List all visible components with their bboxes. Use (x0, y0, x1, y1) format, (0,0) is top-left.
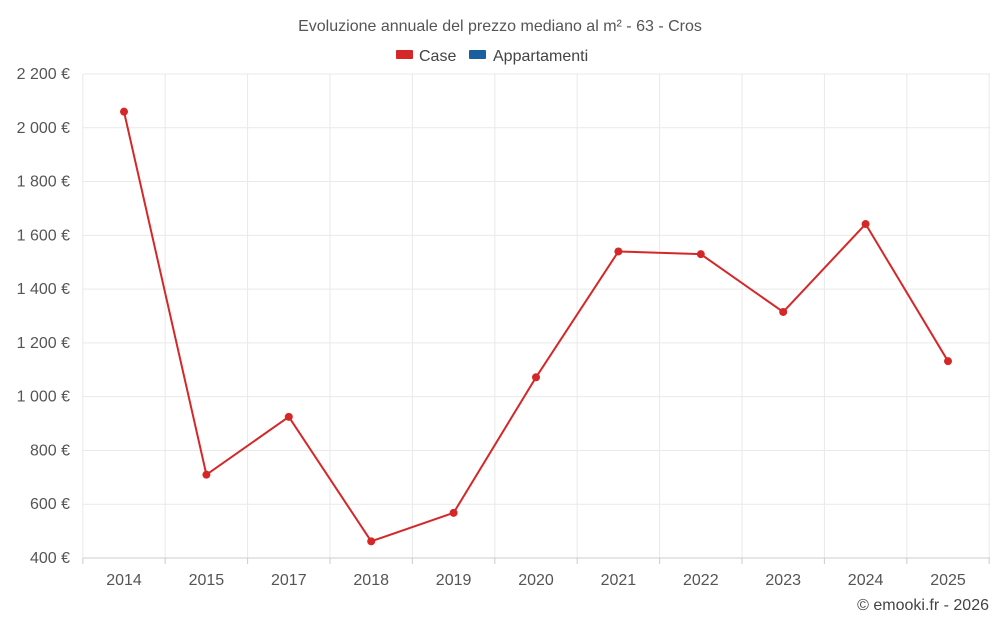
y-axis: 400 € 600 € 800 € 1 000 € 1 200 € 1 400 € 1 60… (17, 66, 70, 567)
x-tick-label: 2018 (353, 572, 389, 589)
y-tick-label: 1 600 € (17, 227, 70, 244)
data-point[interactable] (120, 107, 128, 116)
data-point[interactable] (284, 412, 293, 421)
data-point[interactable] (202, 470, 211, 479)
y-tick-label: 2 200 € (17, 66, 70, 83)
y-tick-label: 1 800 € (17, 174, 70, 191)
x-tick-label: 2019 (436, 572, 472, 589)
y-tick-label: 600 € (30, 496, 70, 513)
data-point[interactable] (614, 247, 623, 256)
x-tick-label: 2020 (518, 572, 554, 589)
legend-item-case[interactable]: Case (396, 48, 456, 65)
y-tick-label: 800 € (30, 442, 70, 459)
data-point[interactable] (696, 250, 705, 259)
x-tick-label: 2023 (765, 572, 801, 589)
chart-title: Evoluzione annuale del prezzo mediano al… (298, 18, 702, 35)
x-tick-label: 2022 (683, 572, 719, 589)
legend-label-case: Case (419, 48, 456, 65)
credit-text: © emooki.fr - 2026 (857, 597, 989, 614)
x-tick-label: 2024 (848, 572, 884, 589)
legend-swatch-case (396, 50, 413, 59)
x-tick-label: 2021 (601, 572, 637, 589)
series-case (120, 107, 952, 546)
legend-label-appartamenti: Appartamenti (493, 48, 588, 65)
legend-item-appartamenti[interactable]: Appartamenti (469, 48, 588, 65)
y-tick-label: 400 € (30, 550, 70, 567)
data-point[interactable] (532, 373, 540, 382)
data-point[interactable] (944, 357, 952, 366)
x-tick-label: 2017 (271, 572, 307, 589)
x-tick-label: 2025 (930, 572, 966, 589)
legend-swatch-appartamenti (469, 50, 486, 59)
grid-lines (82, 73, 990, 558)
y-tick-label: 1 000 € (17, 389, 70, 406)
x-axis: 2014 2015 2017 2018 2019 2020 2021 2022 2023 2024… (82, 557, 990, 589)
y-tick-label: 2 000 € (17, 120, 70, 137)
data-point[interactable] (449, 508, 458, 517)
data-point[interactable] (367, 537, 376, 546)
x-tick-label: 2014 (106, 572, 142, 589)
x-tick-label: 2015 (189, 572, 225, 589)
data-point[interactable] (779, 307, 788, 316)
data-point[interactable] (861, 220, 870, 229)
y-tick-label: 1 200 € (17, 335, 70, 352)
y-tick-label: 1 400 € (17, 281, 70, 298)
legend: Case Appartamenti (396, 48, 588, 65)
